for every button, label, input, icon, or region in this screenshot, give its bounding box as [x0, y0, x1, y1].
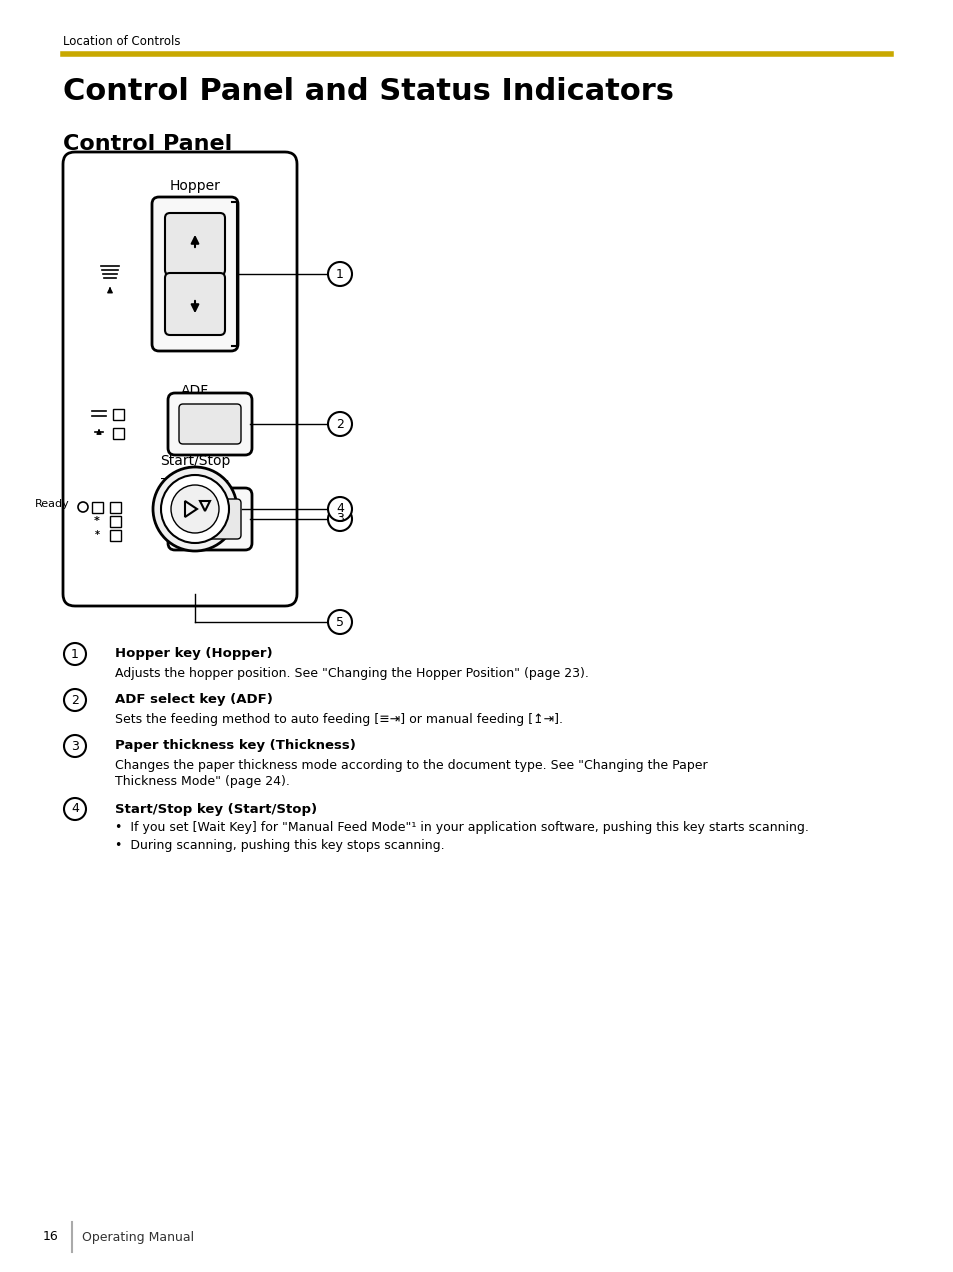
- Bar: [112, 410, 124, 420]
- Bar: [91, 502, 103, 513]
- Circle shape: [64, 735, 86, 757]
- Bar: [110, 516, 121, 527]
- Text: Start/Stop: Start/Stop: [160, 454, 230, 468]
- Text: 2: 2: [335, 417, 344, 430]
- Circle shape: [328, 412, 352, 436]
- FancyBboxPatch shape: [179, 499, 241, 539]
- Text: Adjusts the hopper position. See "Changing the Hopper Position" (page 23).: Adjusts the hopper position. See "Changi…: [115, 667, 588, 679]
- Text: Hopper: Hopper: [170, 179, 220, 193]
- Text: Changes the paper thickness mode according to the document type. See "Changing t: Changes the paper thickness mode accordi…: [115, 758, 707, 772]
- Text: Hopper key (Hopper): Hopper key (Hopper): [115, 647, 273, 660]
- Text: Location of Controls: Location of Controls: [63, 36, 180, 48]
- Text: *: *: [94, 516, 100, 527]
- FancyBboxPatch shape: [168, 393, 252, 455]
- Circle shape: [328, 262, 352, 286]
- FancyBboxPatch shape: [168, 488, 252, 550]
- Text: Control Panel and Status Indicators: Control Panel and Status Indicators: [63, 78, 673, 106]
- Text: 3: 3: [71, 739, 79, 753]
- Text: •  If you set [Wait Key] for "Manual Feed Mode"¹ in your application software, p: • If you set [Wait Key] for "Manual Feed…: [115, 822, 808, 834]
- FancyBboxPatch shape: [165, 212, 225, 275]
- Text: 5: 5: [335, 616, 344, 628]
- Bar: [110, 530, 121, 541]
- Text: •  During scanning, pushing this key stops scanning.: • During scanning, pushing this key stop…: [115, 838, 444, 851]
- Text: Start/Stop key (Start/Stop): Start/Stop key (Start/Stop): [115, 803, 316, 815]
- Circle shape: [152, 467, 236, 551]
- Text: 16: 16: [42, 1230, 58, 1244]
- Circle shape: [64, 644, 86, 665]
- Text: ADF: ADF: [181, 384, 209, 398]
- Text: Paper thickness key (Thickness): Paper thickness key (Thickness): [115, 739, 355, 753]
- Circle shape: [161, 474, 229, 543]
- Circle shape: [64, 689, 86, 711]
- Text: *: *: [93, 500, 100, 514]
- Circle shape: [171, 485, 219, 533]
- Text: *: *: [94, 530, 99, 541]
- Circle shape: [328, 497, 352, 522]
- Text: 4: 4: [335, 502, 344, 515]
- Text: Control Panel: Control Panel: [63, 134, 232, 154]
- Text: Thickness: Thickness: [161, 477, 229, 491]
- Bar: [110, 502, 121, 513]
- Text: 3: 3: [335, 513, 344, 525]
- Text: Thickness Mode" (page 24).: Thickness Mode" (page 24).: [115, 776, 290, 789]
- Circle shape: [328, 611, 352, 633]
- Text: Ready: Ready: [35, 499, 70, 509]
- Text: 4: 4: [71, 803, 79, 815]
- Bar: [112, 427, 124, 439]
- Text: Sets the feeding method to auto feeding [≡⇥] or manual feeding [↥⇥].: Sets the feeding method to auto feeding …: [115, 712, 562, 725]
- Text: 1: 1: [335, 267, 344, 281]
- Text: Operating Manual: Operating Manual: [82, 1230, 193, 1244]
- Text: 2: 2: [71, 693, 79, 706]
- FancyBboxPatch shape: [179, 404, 241, 444]
- Text: 1: 1: [71, 647, 79, 660]
- Circle shape: [328, 508, 352, 530]
- FancyBboxPatch shape: [152, 197, 237, 351]
- FancyBboxPatch shape: [63, 151, 296, 605]
- Circle shape: [64, 798, 86, 820]
- Text: ADF select key (ADF): ADF select key (ADF): [115, 693, 273, 706]
- FancyBboxPatch shape: [165, 273, 225, 335]
